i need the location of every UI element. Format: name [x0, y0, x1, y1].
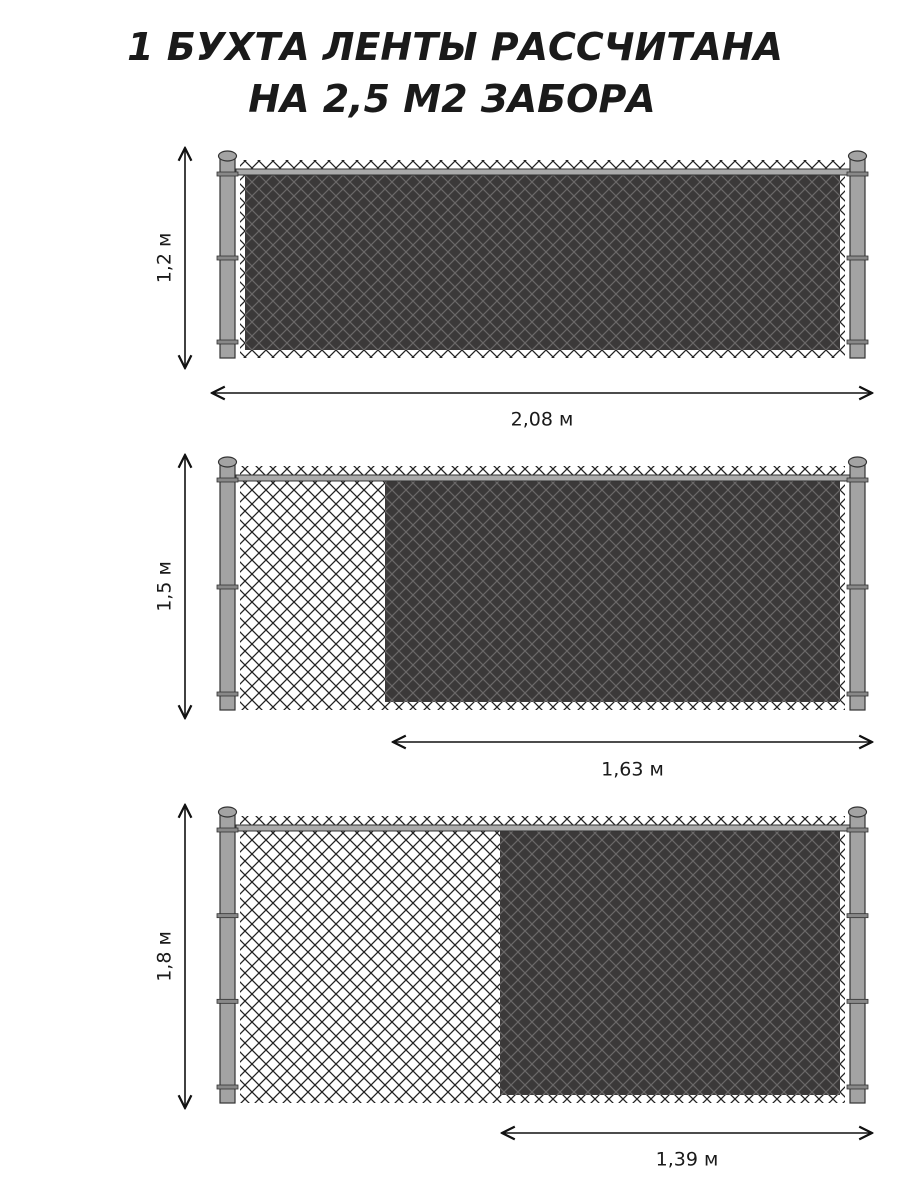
- top-rail: [235, 824, 851, 832]
- height-label: 1,8 м: [154, 931, 176, 982]
- post-band: [216, 1084, 239, 1090]
- post-cap: [217, 456, 238, 468]
- top-rail: [235, 168, 851, 176]
- title-line: НА 2,5 М2 ЗАБОРА: [248, 77, 655, 121]
- height-label: 1,2 м: [154, 233, 176, 284]
- fence-tape-mesh: [500, 828, 840, 1095]
- post: [219, 811, 236, 1104]
- post-band: [216, 691, 239, 697]
- post-cap: [217, 150, 238, 162]
- width-label: 1,63 м: [601, 759, 664, 781]
- post-band: [216, 171, 239, 177]
- title-line: 1 БУХТА ЛЕНТЫ РАССЧИТАНА: [127, 25, 783, 69]
- post-band: [846, 477, 869, 483]
- post-band: [216, 584, 239, 590]
- post-band: [846, 171, 869, 177]
- post-band: [216, 913, 239, 919]
- fence-tape-mesh: [245, 172, 840, 350]
- post-band: [846, 584, 869, 590]
- post-band: [846, 1084, 869, 1090]
- width-label: 2,08 м: [511, 409, 574, 431]
- post-band: [846, 255, 869, 261]
- post-band: [846, 827, 869, 833]
- post-band: [216, 998, 239, 1004]
- panels: 1,2 м 2,08 м 1,5 м 1,63 м 1,8 м 1,39 м: [154, 148, 873, 1171]
- post-band: [216, 255, 239, 261]
- top-rail: [235, 474, 851, 482]
- post: [849, 811, 866, 1104]
- post-band: [216, 339, 239, 345]
- fence-tape-mesh: [385, 478, 840, 702]
- post-band: [216, 477, 239, 483]
- post-band: [216, 827, 239, 833]
- post-band: [846, 998, 869, 1004]
- post-cap: [847, 456, 868, 468]
- post-cap: [847, 806, 868, 818]
- post-band: [846, 913, 869, 919]
- height-label: 1,5 м: [154, 561, 176, 612]
- width-label: 1,39 м: [656, 1149, 719, 1171]
- post-band: [846, 691, 869, 697]
- post-band: [846, 339, 869, 345]
- post-cap: [217, 806, 238, 818]
- post-cap: [847, 150, 868, 162]
